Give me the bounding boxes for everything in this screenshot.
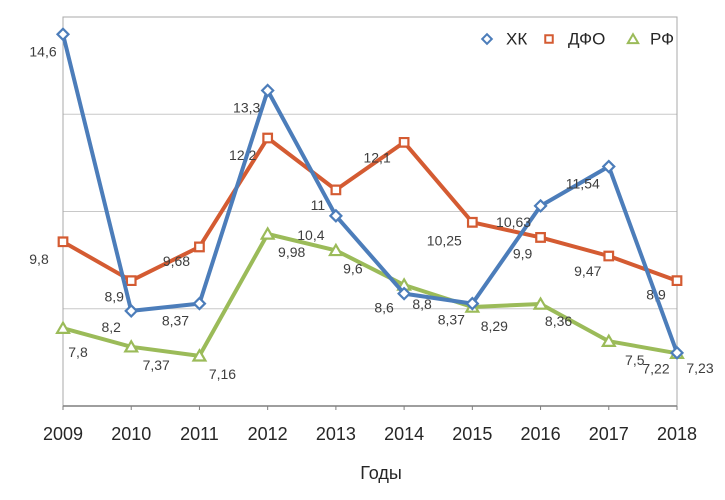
- series-marker-hk: [397, 286, 412, 301]
- data-label-rf: 7,37: [143, 357, 170, 373]
- series-marker-rf: [191, 348, 208, 362]
- data-label-hk: 8,6: [374, 300, 394, 316]
- legend-item-dfo: ДФО: [544, 30, 605, 49]
- data-label-dfo: 12,1: [363, 149, 390, 165]
- legend-marker-hk: [480, 32, 494, 46]
- series-marker-dfo: [603, 250, 615, 262]
- x-axis-label: 2018: [657, 424, 697, 444]
- data-label-hk: 8,37: [438, 312, 465, 328]
- series-marker-hk: [601, 159, 616, 174]
- data-label-dfo: 9,9: [513, 245, 533, 261]
- data-label-hk: 8,37: [162, 313, 189, 329]
- data-label-hk: 11,54: [566, 176, 600, 192]
- series-marker-hk: [328, 208, 343, 223]
- legend-label-rf: РФ: [650, 30, 674, 49]
- legend-marker-dfo: [544, 34, 554, 44]
- series-marker-dfo: [330, 184, 342, 196]
- legend-marker-rf: [626, 32, 640, 45]
- x-axis-label: 2010: [111, 424, 151, 444]
- data-label-dfo: 12,2: [229, 147, 256, 163]
- series-marker-rf: [55, 320, 71, 334]
- x-axis-label: 2015: [452, 424, 492, 444]
- series-marker-rf: [532, 296, 549, 310]
- series-marker-hk: [669, 345, 685, 360]
- data-label-dfo: 11: [311, 197, 326, 213]
- data-label-dfo: 9,8: [29, 251, 49, 267]
- series-marker-dfo: [535, 232, 546, 243]
- series-marker-hk: [55, 27, 71, 42]
- series-marker-dfo: [125, 275, 137, 287]
- series-marker-dfo: [671, 275, 683, 287]
- data-label-hk: 13,3: [233, 99, 260, 115]
- x-axis-label: 2016: [521, 424, 561, 444]
- data-label-dfo: 9,47: [574, 263, 601, 279]
- series-line-hk: [61, 32, 679, 355]
- x-axis-label: 2011: [180, 424, 219, 444]
- series-marker-dfo: [466, 216, 478, 228]
- data-label-rf: 7,5: [625, 352, 645, 368]
- legend-item-hk: ХК: [480, 30, 527, 49]
- series-marker-hk: [192, 296, 207, 311]
- data-label-rf: 7,8: [68, 344, 88, 360]
- x-axis-label: 2014: [384, 424, 424, 444]
- data-label-rf: 8,8: [412, 296, 432, 312]
- series-marker-hk: [465, 296, 480, 311]
- legend-label-hk: ХК: [506, 30, 527, 49]
- series-marker-rf: [600, 333, 617, 347]
- series-marker-dfo: [57, 236, 69, 248]
- x-axis-label: 2013: [316, 424, 356, 444]
- series-marker-hk: [533, 198, 548, 213]
- data-label-rf: 8,36: [545, 313, 572, 329]
- series-marker-dfo: [262, 132, 274, 144]
- legend-label-dfo: ДФО: [568, 30, 605, 49]
- series-line-rf: [61, 232, 679, 358]
- data-label-hk: 14,6: [29, 43, 56, 59]
- series-marker-rf: [123, 339, 140, 353]
- data-label-hk: 10,63: [496, 214, 531, 230]
- x-axis-label: 2017: [589, 424, 629, 444]
- data-label-rf: 7,16: [209, 366, 236, 382]
- series-marker-dfo: [398, 136, 410, 148]
- data-label-rf: 9,98: [278, 244, 305, 260]
- data-label-dfo: 8,9: [104, 289, 124, 305]
- data-label-dfo: 10,25: [427, 232, 462, 248]
- x-axis-label: 2012: [248, 424, 288, 444]
- series-line-dfo: [61, 136, 679, 283]
- legend-item-rf: РФ: [626, 30, 674, 49]
- data-label-rf: 7,22: [642, 360, 669, 376]
- x-axis-label: 2009: [43, 424, 83, 444]
- x-axis-title: Годы: [360, 463, 402, 483]
- series-marker-dfo: [194, 241, 205, 253]
- data-label-hk: 10,4: [297, 227, 324, 243]
- data-label-rf: 8,29: [481, 318, 508, 334]
- data-label-hk: 8,2: [101, 319, 121, 335]
- data-label-hk: 7,23: [686, 360, 713, 376]
- series-marker-hk: [124, 303, 139, 318]
- series-marker-hk: [260, 83, 275, 98]
- series-marker-rf: [259, 226, 276, 240]
- data-label-dfo: 9,68: [163, 253, 190, 269]
- series-marker-rf: [328, 242, 344, 257]
- data-label-rf: 9,6: [343, 260, 363, 276]
